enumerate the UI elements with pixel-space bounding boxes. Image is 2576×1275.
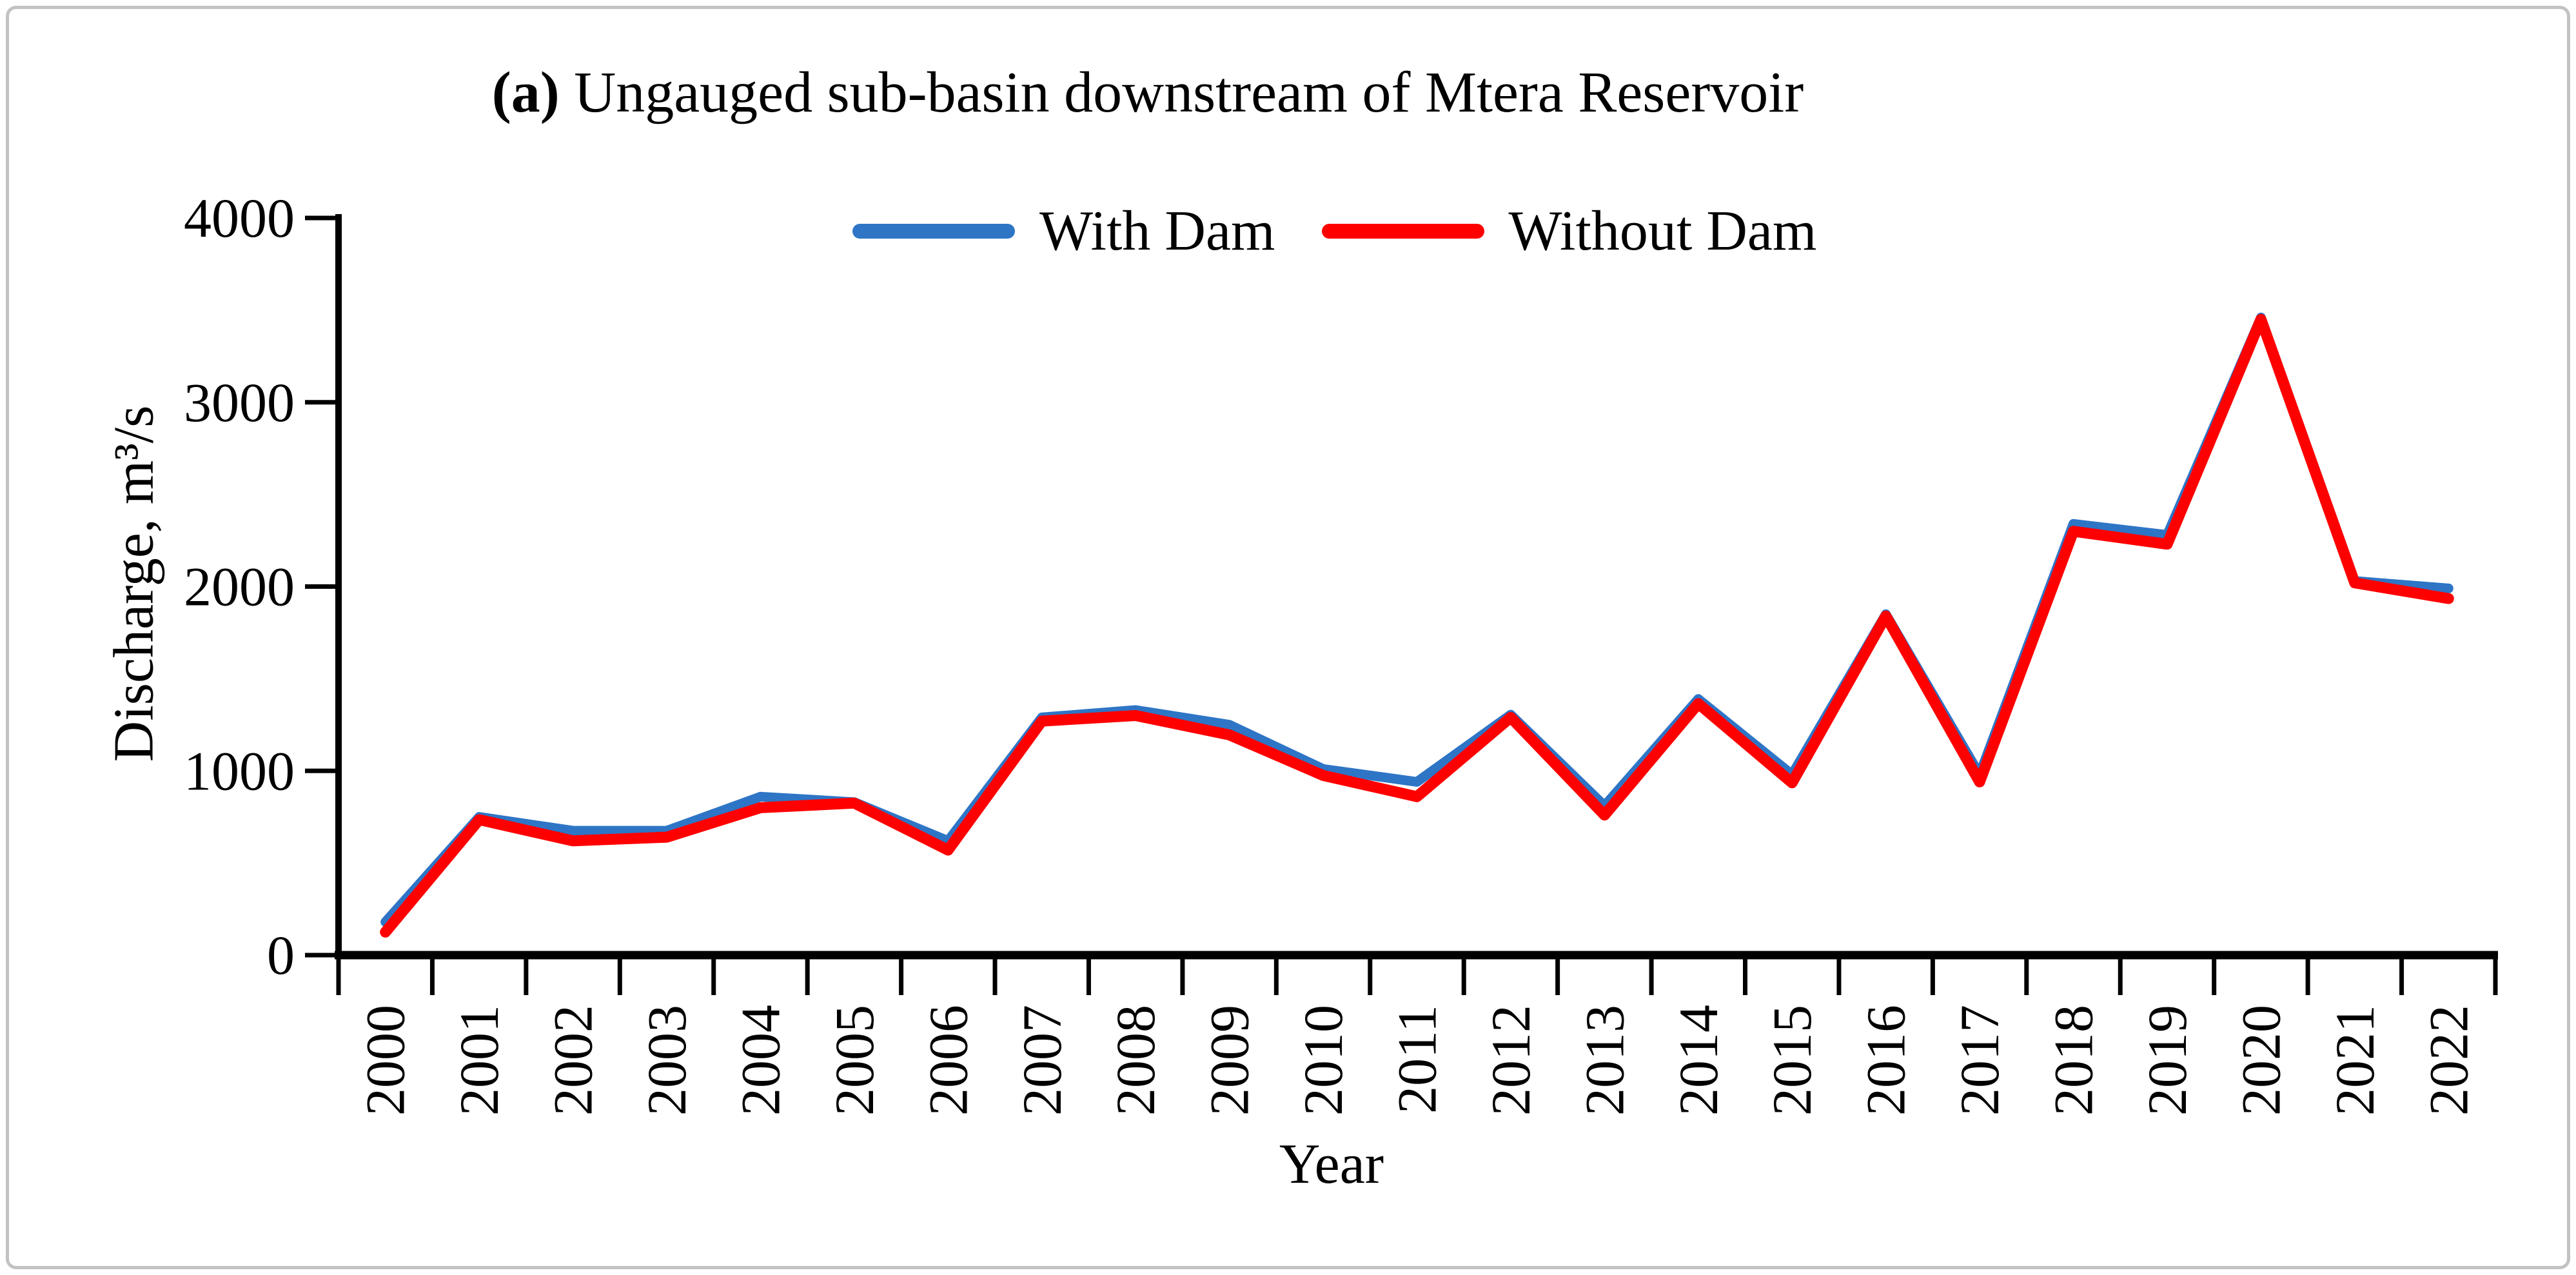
data-series	[380, 312, 2454, 938]
axes	[335, 214, 2498, 960]
legend-label-with-dam: With Dam	[1039, 200, 1275, 262]
x-tick-label: 2021	[2324, 1005, 2386, 1116]
legend-item-with-dam: With Dam	[852, 199, 1275, 264]
axis-tick-labels: 0 1000 2000 3000 4000 2000 2001 2002 2003 2004 200…	[184, 187, 2479, 1116]
x-tick-label: 2006	[917, 1005, 979, 1116]
y-axis-title: Discharge, m³/s	[103, 405, 166, 762]
x-tick-label: 2001	[448, 1005, 510, 1116]
y-tick-label: 0	[267, 924, 295, 986]
x-tick-label: 2003	[636, 1005, 698, 1116]
chart-title: (a) Ungauged sub-basin downstream of Mte…	[0, 59, 2296, 126]
x-tick-label: 2015	[1761, 1005, 1823, 1116]
x-tick-label: 2005	[823, 1005, 885, 1116]
x-tick-label: 2007	[1011, 1005, 1073, 1116]
y-tick-label: 3000	[184, 371, 295, 433]
without-dam-line-swatch	[1321, 224, 1484, 239]
axis-ticks	[305, 215, 2498, 995]
legend-label-without-dam: Without Dam	[1508, 200, 1817, 262]
legend-item-without-dam: Without Dam	[1321, 199, 1817, 264]
chart-title-text: Ungauged sub-basin downstream of Mtera R…	[559, 61, 1804, 124]
with-dam-line-swatch	[852, 224, 1015, 239]
x-axis-title: Year	[1279, 1133, 1384, 1196]
x-tick-label: 2017	[1949, 1005, 2011, 1116]
x-tick-label: 2014	[1667, 1005, 1729, 1116]
legend: With Dam Without Dam	[852, 199, 1816, 264]
x-tick-label: 2019	[2136, 1005, 2198, 1116]
y-tick-label: 2000	[184, 556, 295, 618]
series-line-with-dam	[380, 312, 2453, 927]
x-tick-label: 2009	[1199, 1005, 1261, 1116]
x-tick-label: 2010	[1292, 1005, 1354, 1116]
y-tick-label: 1000	[184, 740, 295, 802]
x-tick-label: 2008	[1105, 1005, 1166, 1116]
series-line-without-dam	[380, 313, 2454, 938]
x-tick-label: 2020	[2230, 1005, 2292, 1116]
x-tick-label: 2012	[1480, 1005, 1542, 1116]
x-tick-label: 2011	[1386, 1005, 1448, 1114]
x-tick-label: 2022	[2417, 1005, 2479, 1116]
x-tick-label: 2002	[542, 1005, 604, 1116]
x-tick-label: 2018	[2043, 1005, 2105, 1116]
x-tick-label: 2016	[1855, 1005, 1917, 1116]
y-tick-label: 4000	[184, 187, 295, 249]
panel-label: (a)	[491, 61, 560, 124]
x-tick-label: 2000	[355, 1005, 417, 1116]
x-tick-label: 2004	[729, 1005, 791, 1116]
x-tick-label: 2013	[1573, 1005, 1635, 1116]
